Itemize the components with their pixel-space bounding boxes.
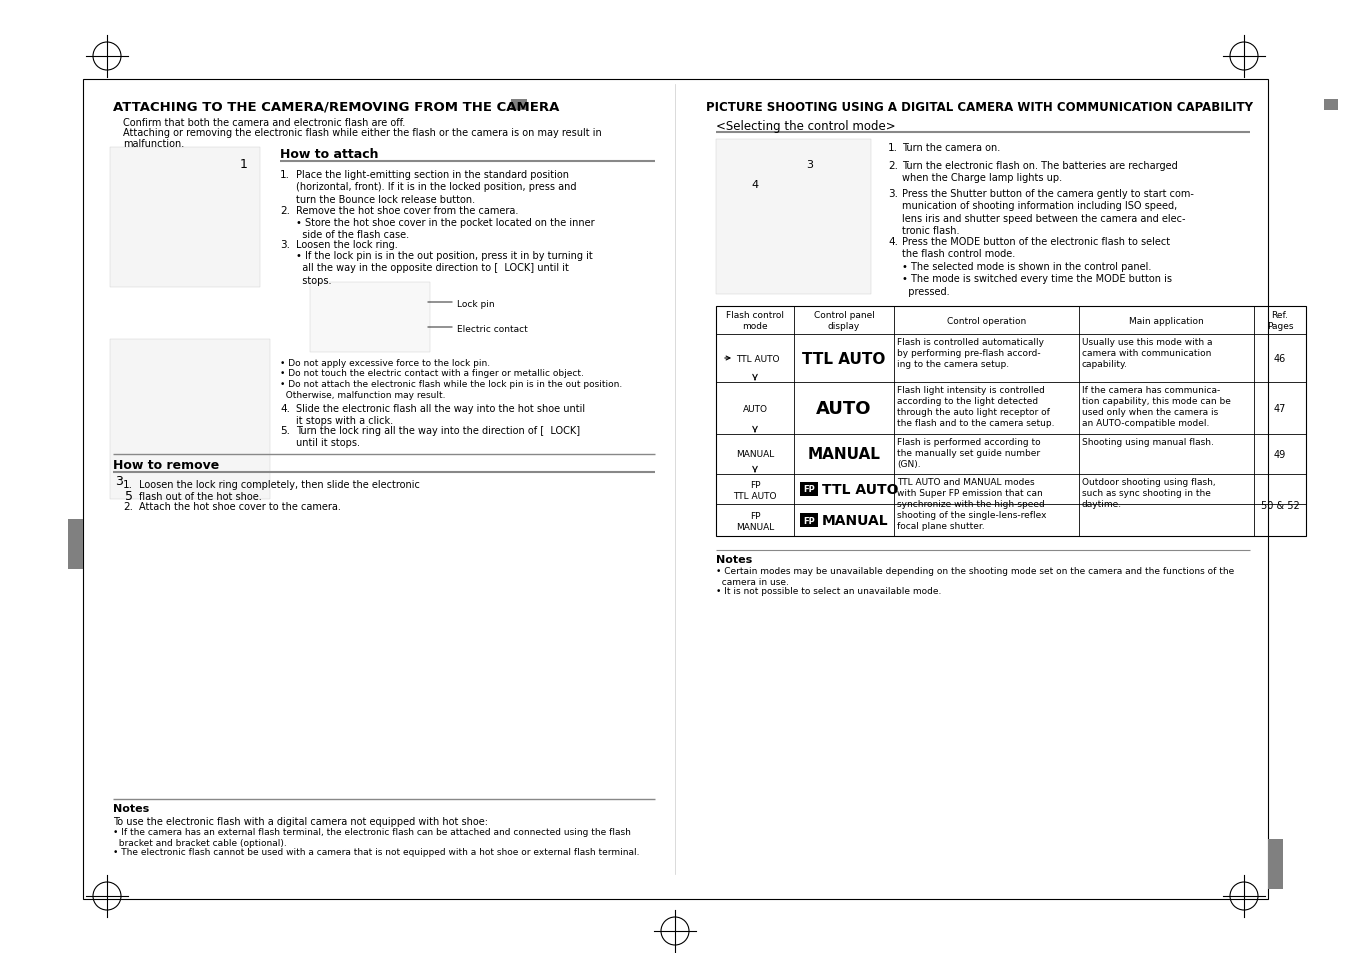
Text: 46: 46 (1274, 354, 1286, 364)
Text: 49: 49 (1274, 450, 1286, 459)
Text: Lock pin: Lock pin (457, 299, 494, 309)
Text: MANUAL: MANUAL (821, 514, 889, 527)
Text: 50 & 52: 50 & 52 (1260, 500, 1300, 511)
Bar (309, 283, 430, 353)
Text: 1.: 1. (280, 170, 290, 180)
Text: Usually use this mode with a
camera with communication
capability.: Usually use this mode with a camera with… (1082, 337, 1212, 369)
Text: • Do not touch the electric contact with a finger or metallic object.: • Do not touch the electric contact with… (280, 369, 584, 378)
Text: 3: 3 (115, 475, 123, 488)
Text: Flash is controlled automatically
by performing pre-flash accord-
ing to the cam: Flash is controlled automatically by per… (897, 337, 1044, 369)
Text: AUTO: AUTO (816, 399, 871, 417)
Text: TTL AUTO: TTL AUTO (821, 482, 898, 497)
Text: 1.: 1. (888, 143, 898, 152)
Text: PICTURE SHOOTING USING A DIGITAL CAMERA WITH COMMUNICATION CAPABILITY: PICTURE SHOOTING USING A DIGITAL CAMERA … (707, 101, 1252, 113)
Text: ATTACHING TO THE CAMERA/REMOVING FROM THE CAMERA: ATTACHING TO THE CAMERA/REMOVING FROM TH… (113, 101, 559, 113)
Text: Turn the camera on.: Turn the camera on. (902, 143, 1000, 152)
Bar (716, 307, 1306, 537)
Text: 1.: 1. (123, 479, 132, 490)
Text: Notes: Notes (113, 803, 149, 813)
Text: 5: 5 (126, 490, 132, 502)
Text: TTL AUTO: TTL AUTO (802, 351, 886, 366)
Text: How to remove: How to remove (113, 458, 219, 472)
Bar (1324, 100, 1337, 111)
Text: If the camera has communica-
tion capability, this mode can be
used only when th: If the camera has communica- tion capabi… (1082, 386, 1231, 428)
Text: 2.: 2. (280, 206, 290, 215)
Text: 5.: 5. (280, 426, 290, 436)
Text: Loosen the lock ring completely, then slide the electronic
flash out of the hot : Loosen the lock ring completely, then sl… (139, 479, 420, 502)
Text: 4.: 4. (888, 236, 898, 247)
Text: Control panel
display: Control panel display (813, 311, 874, 331)
Text: Turn the lock ring all the way into the direction of [  LOCK]
until it stops.: Turn the lock ring all the way into the … (296, 426, 580, 448)
Text: Flash is performed according to
the manually set guide number
(GN).: Flash is performed according to the manu… (897, 437, 1040, 469)
Text: Turn the electronic flash on. The batteries are recharged
when the Charge lamp l: Turn the electronic flash on. The batter… (902, 161, 1178, 183)
Text: 47: 47 (1274, 403, 1286, 414)
Text: TTL AUTO: TTL AUTO (736, 355, 780, 364)
Text: 4.: 4. (280, 403, 290, 414)
Text: • Store the hot shoe cover in the pocket located on the inner
  side of the flas: • Store the hot shoe cover in the pocket… (296, 218, 594, 240)
Text: Main application: Main application (1129, 316, 1204, 325)
Text: MANUAL: MANUAL (736, 450, 774, 459)
Text: Shooting using manual flash.: Shooting using manual flash. (1082, 437, 1215, 447)
Text: TTL AUTO and MANUAL modes
with Super FP emission that can
synchronize with the h: TTL AUTO and MANUAL modes with Super FP … (897, 477, 1047, 531)
Text: • If the lock pin is in the out position, press it in by turning it
  all the wa: • If the lock pin is in the out position… (296, 251, 593, 286)
Text: Place the light-emitting section in the standard position
(horizontal, front). I: Place the light-emitting section in the … (296, 170, 577, 205)
Text: Ref.
Pages: Ref. Pages (1267, 311, 1293, 331)
Text: • Certain modes may be unavailable depending on the shooting mode set on the cam: • Certain modes may be unavailable depen… (716, 566, 1235, 586)
Text: 3.: 3. (888, 189, 898, 199)
Text: FP: FP (802, 485, 815, 494)
Text: 2.: 2. (888, 161, 898, 171)
Text: How to attach: How to attach (280, 148, 378, 161)
Text: Attach the hot shoe cover to the camera.: Attach the hot shoe cover to the camera. (139, 501, 340, 512)
Text: AUTO: AUTO (743, 404, 767, 413)
Bar (68, 519, 82, 569)
Text: 3.: 3. (280, 240, 290, 250)
Text: Press the MODE button of the electronic flash to select
the flash control mode.
: Press the MODE button of the electronic … (902, 236, 1173, 296)
Text: 2.: 2. (123, 501, 132, 512)
Text: Notes: Notes (716, 555, 753, 564)
Text: Electric contact: Electric contact (457, 325, 528, 334)
Text: Outdoor shooting using flash,
such as sync shooting in the
daytime.: Outdoor shooting using flash, such as sy… (1082, 477, 1216, 509)
Bar (800, 514, 817, 527)
Bar (109, 339, 270, 499)
Text: <Selecting the control mode>: <Selecting the control mode> (716, 120, 896, 132)
Text: 3: 3 (807, 160, 813, 170)
Text: • Do not apply excessive force to the lock pin.: • Do not apply excessive force to the lo… (280, 358, 490, 368)
Bar (82, 80, 1269, 899)
Text: Remove the hot shoe cover from the camera.: Remove the hot shoe cover from the camer… (296, 206, 519, 215)
Text: MANUAL: MANUAL (808, 447, 881, 462)
Bar (511, 100, 527, 111)
Text: FP
MANUAL: FP MANUAL (736, 512, 774, 532)
Text: FP: FP (802, 516, 815, 525)
Text: Attaching or removing the electronic flash while either the flash or the camera : Attaching or removing the electronic fla… (123, 129, 601, 138)
Bar (1269, 840, 1283, 889)
Text: • The electronic flash cannot be used with a camera that is not equipped with a : • The electronic flash cannot be used wi… (113, 847, 639, 856)
Text: 4: 4 (751, 180, 758, 190)
Text: Press the Shutter button of the camera gently to start com-
munication of shooti: Press the Shutter button of the camera g… (902, 189, 1194, 236)
Text: To use the electronic flash with a digital camera not equipped with hot shoe:: To use the electronic flash with a digit… (113, 816, 488, 826)
Text: • It is not possible to select an unavailable mode.: • It is not possible to select an unavai… (716, 586, 942, 596)
Text: Control operation: Control operation (947, 316, 1027, 325)
Text: FP
TTL AUTO: FP TTL AUTO (734, 480, 777, 500)
Bar (800, 482, 817, 497)
Bar (109, 148, 259, 288)
Text: Confirm that both the camera and electronic flash are off.: Confirm that both the camera and electro… (123, 118, 405, 128)
Text: Flash control
mode: Flash control mode (725, 311, 784, 331)
Bar (716, 140, 871, 294)
Text: • Do not attach the electronic flash while the lock pin is in the out position.
: • Do not attach the electronic flash whi… (280, 379, 623, 399)
Text: Slide the electronic flash all the way into the hot shoe until
it stops with a c: Slide the electronic flash all the way i… (296, 403, 585, 426)
Text: • If the camera has an external flash terminal, the electronic flash can be atta: • If the camera has an external flash te… (113, 827, 631, 847)
Text: Loosen the lock ring.: Loosen the lock ring. (296, 240, 397, 250)
Text: malfunction.: malfunction. (123, 139, 184, 149)
Text: Flash light intensity is controlled
according to the light detected
through the : Flash light intensity is controlled acco… (897, 386, 1055, 428)
Text: 1: 1 (240, 158, 247, 171)
